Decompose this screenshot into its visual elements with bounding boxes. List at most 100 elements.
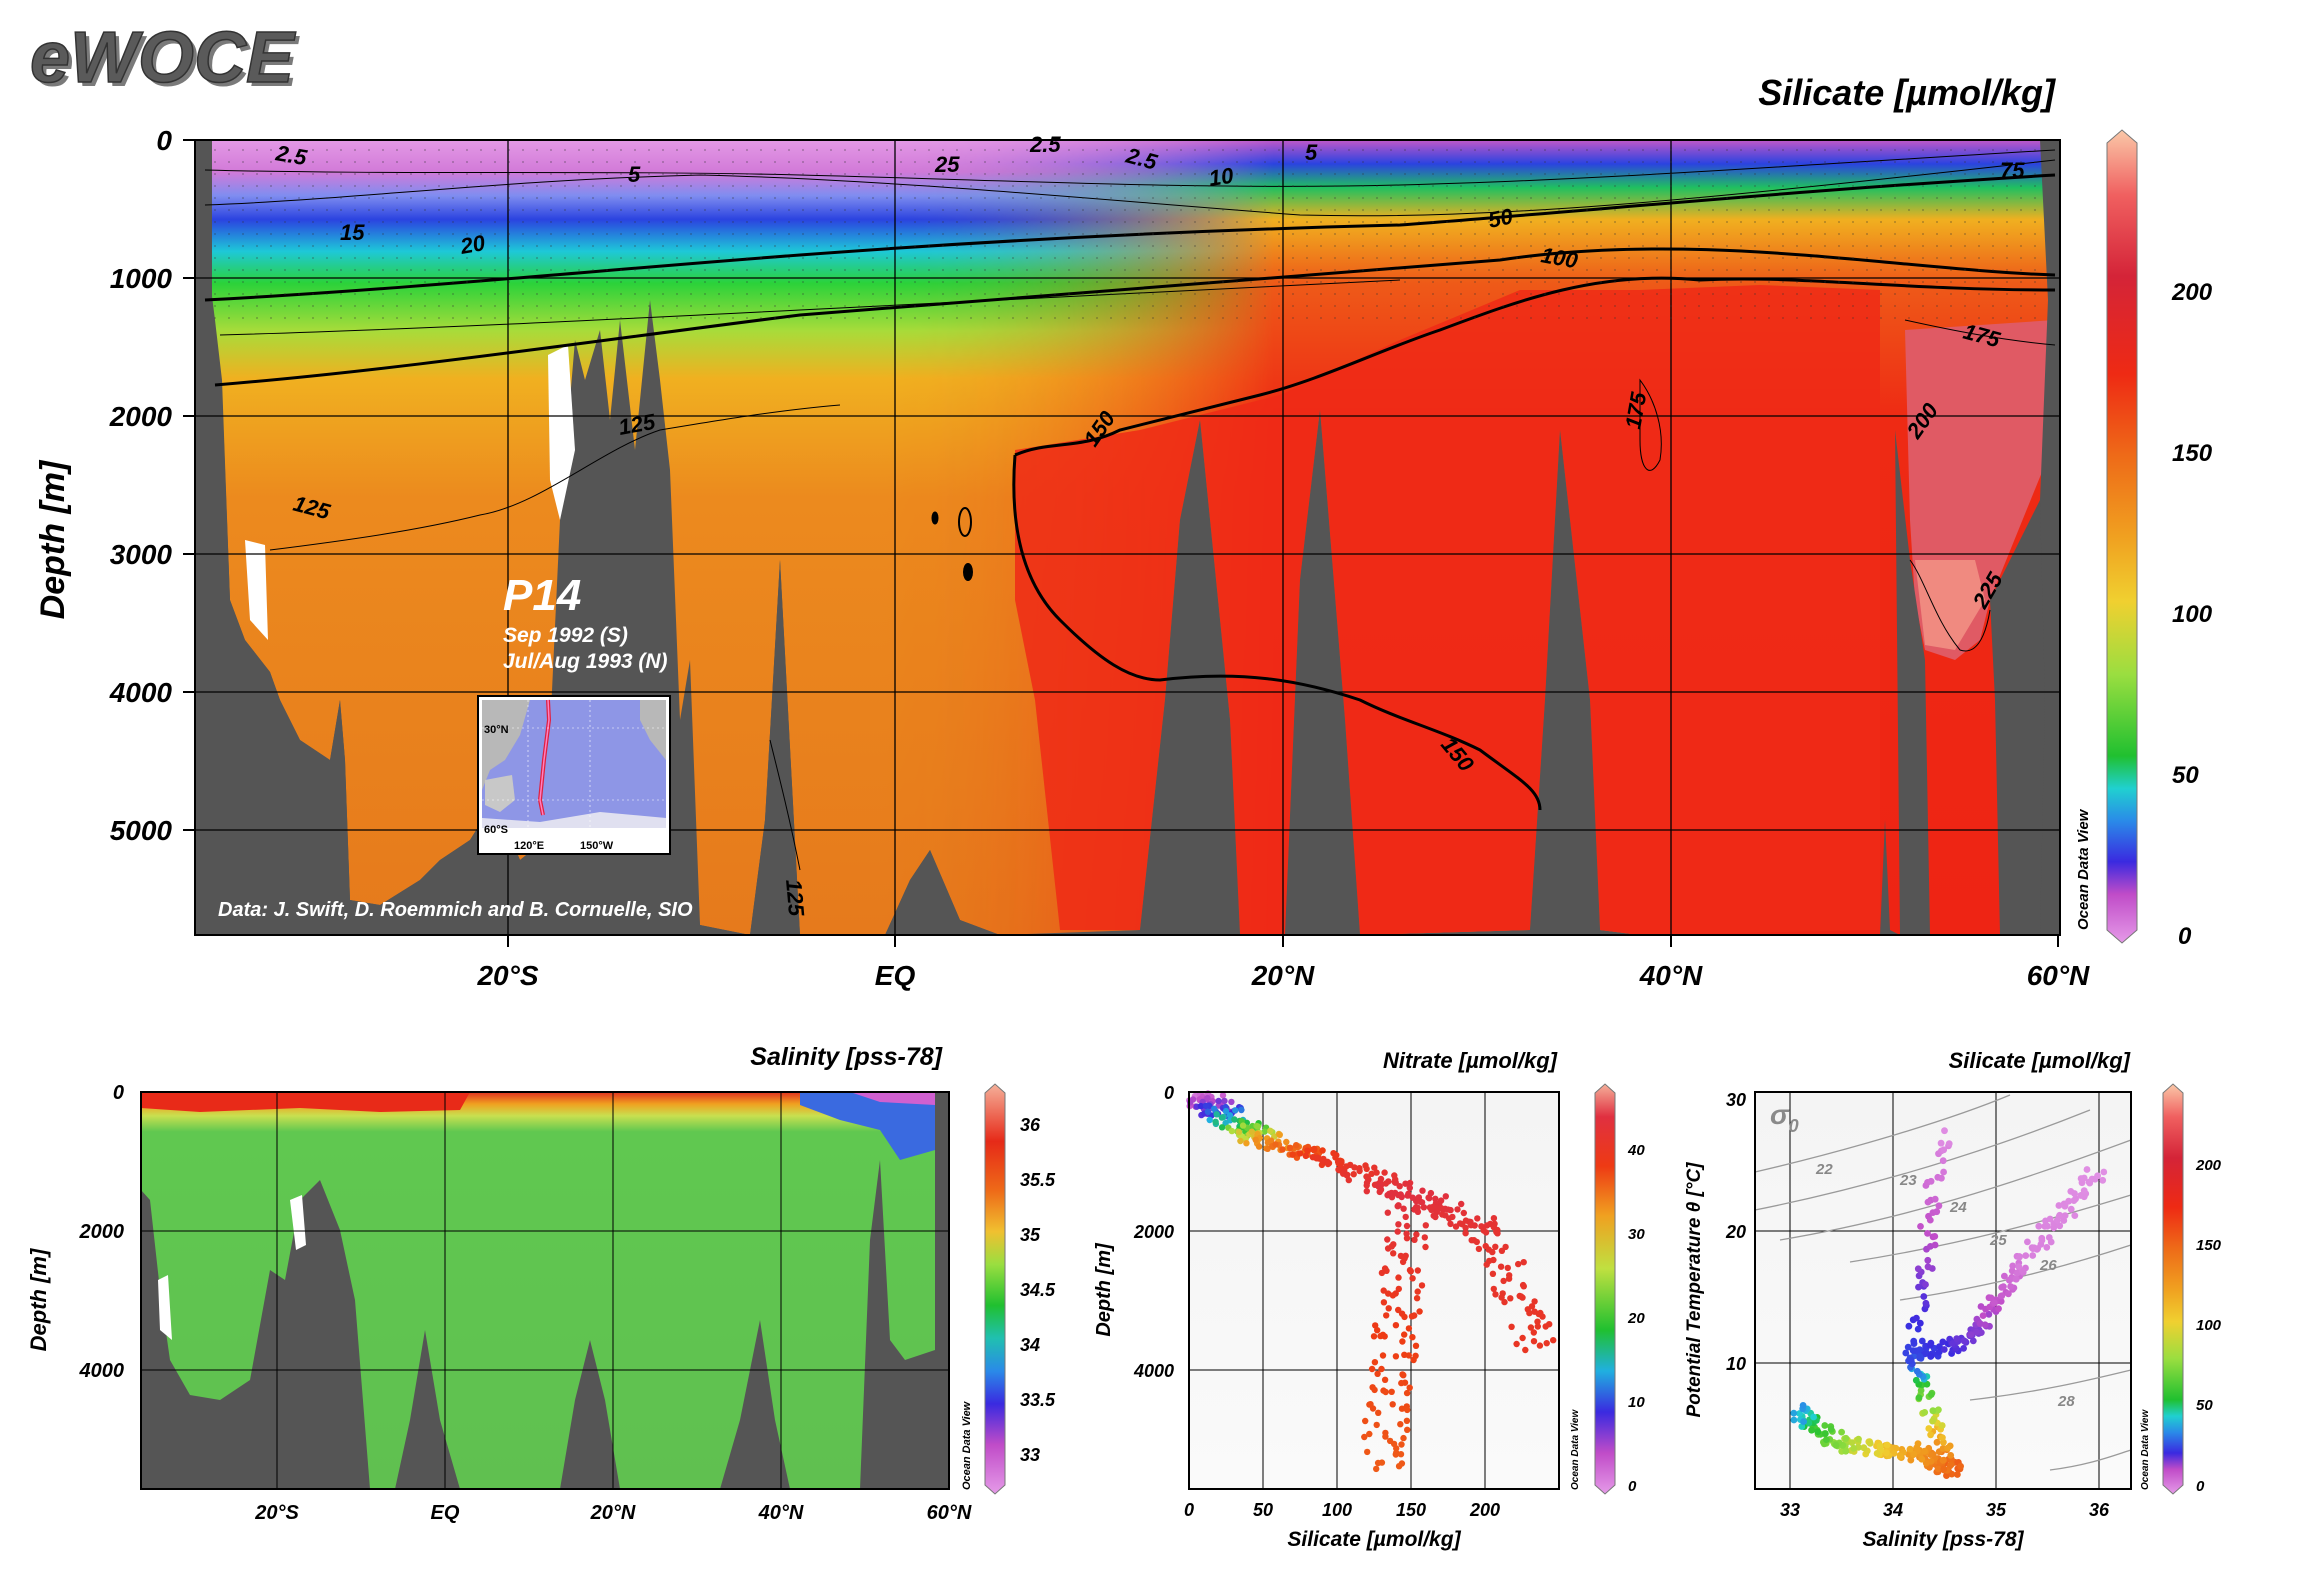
y-tick-label: 10 [1726,1354,1746,1374]
station-dot [228,221,230,223]
station-dot [424,281,426,283]
station-dot [1950,149,1952,151]
station-dot [564,221,566,223]
station-dot [1684,293,1686,295]
station-dot [1530,245,1532,247]
station-dot [1642,185,1644,187]
station-dot [2020,173,2022,175]
station-dot [606,293,608,295]
station-dot [1978,161,1980,163]
station-dot [2006,293,2008,295]
ts-point [1926,1216,1934,1224]
main-plot-frame [194,139,2061,936]
station-dot [942,305,944,307]
station-dot [1278,209,1280,211]
ts-point [1931,1233,1939,1240]
station-dot [1922,233,1924,235]
station-dot [284,245,286,247]
station-dot [886,281,888,283]
station-dot [970,161,972,163]
station-dot [802,305,804,307]
ts-point [2005,1290,2012,1298]
station-dot [816,185,818,187]
station-dot [1992,209,1994,211]
station-dot [886,161,888,163]
station-dot [494,269,496,271]
station-dot [830,173,832,175]
ts-point [1937,1139,1945,1147]
station-dot [1418,161,1420,163]
station-dot [1810,149,1812,151]
station-dot [998,293,1000,295]
station-dot [1824,197,1826,199]
main-colorbar: 0 50 100 150 200 Ocean Data View [2075,129,2213,950]
station-dot [1208,209,1210,211]
station-dot [1992,293,1994,295]
nitrate-point [1413,1295,1421,1302]
station-dot [606,161,608,163]
nitrate-point [1489,1248,1496,1256]
main-data-gap [548,345,575,520]
x-tick-label: 150 [1396,1500,1426,1520]
station-dot [1544,209,1546,211]
station-dot [1376,257,1378,259]
station-dot [1964,245,1966,247]
station-dot [788,281,790,283]
nitrate-point [1407,1268,1415,1275]
station-dot [522,149,524,151]
station-dot [494,257,496,259]
station-dot [1362,269,1364,271]
station-dot [1124,305,1126,307]
station-dot [1054,197,1056,199]
station-dot [620,317,622,319]
station-dot [1558,185,1560,187]
nitrate-point [1370,1333,1378,1340]
station-dot [676,269,678,271]
station-dot [1670,317,1672,319]
station-dot [1656,257,1658,259]
station-dot [662,269,664,271]
station-dot [634,185,636,187]
station-dot [1068,149,1070,151]
station-dot [942,209,944,211]
station-dot [1166,173,1168,175]
ts-point [1913,1314,1920,1322]
station-dot [942,293,944,295]
station-dot [1474,293,1476,295]
ts-frame [1754,1091,2132,1490]
station-dot [1306,197,1308,199]
nitrate-point [1517,1293,1525,1300]
ts-point [2080,1187,2088,1194]
station-dot [1208,245,1210,247]
station-dot [1390,221,1392,223]
station-dot [368,221,370,223]
station-dot [298,209,300,211]
station-dot [788,185,790,187]
ts-point [1998,1292,2006,1300]
station-dot [1768,305,1770,307]
station-dot [340,197,342,199]
station-dot [536,233,538,235]
ts-point [1927,1353,1935,1360]
ts-point [1940,1146,1948,1154]
nitrate-point [1520,1283,1528,1290]
station-dot [1180,221,1182,223]
station-dot [284,209,286,211]
station-dot [466,257,468,259]
station-dot [774,281,776,283]
station-dot [872,293,874,295]
station-dot [256,245,258,247]
nitrate-point [1350,1171,1357,1178]
station-dot [1432,173,1434,175]
station-dot [1362,257,1364,259]
station-dot [410,197,412,199]
station-dot [1502,305,1504,307]
station-dot [1124,245,1126,247]
nitrate-point [1368,1170,1375,1178]
station-dot [1054,257,1056,259]
station-dot [1698,281,1700,283]
station-dot [1110,281,1112,283]
station-dot [1390,197,1392,199]
station-dot [1614,161,1616,163]
nitrate-point [1404,1406,1411,1414]
